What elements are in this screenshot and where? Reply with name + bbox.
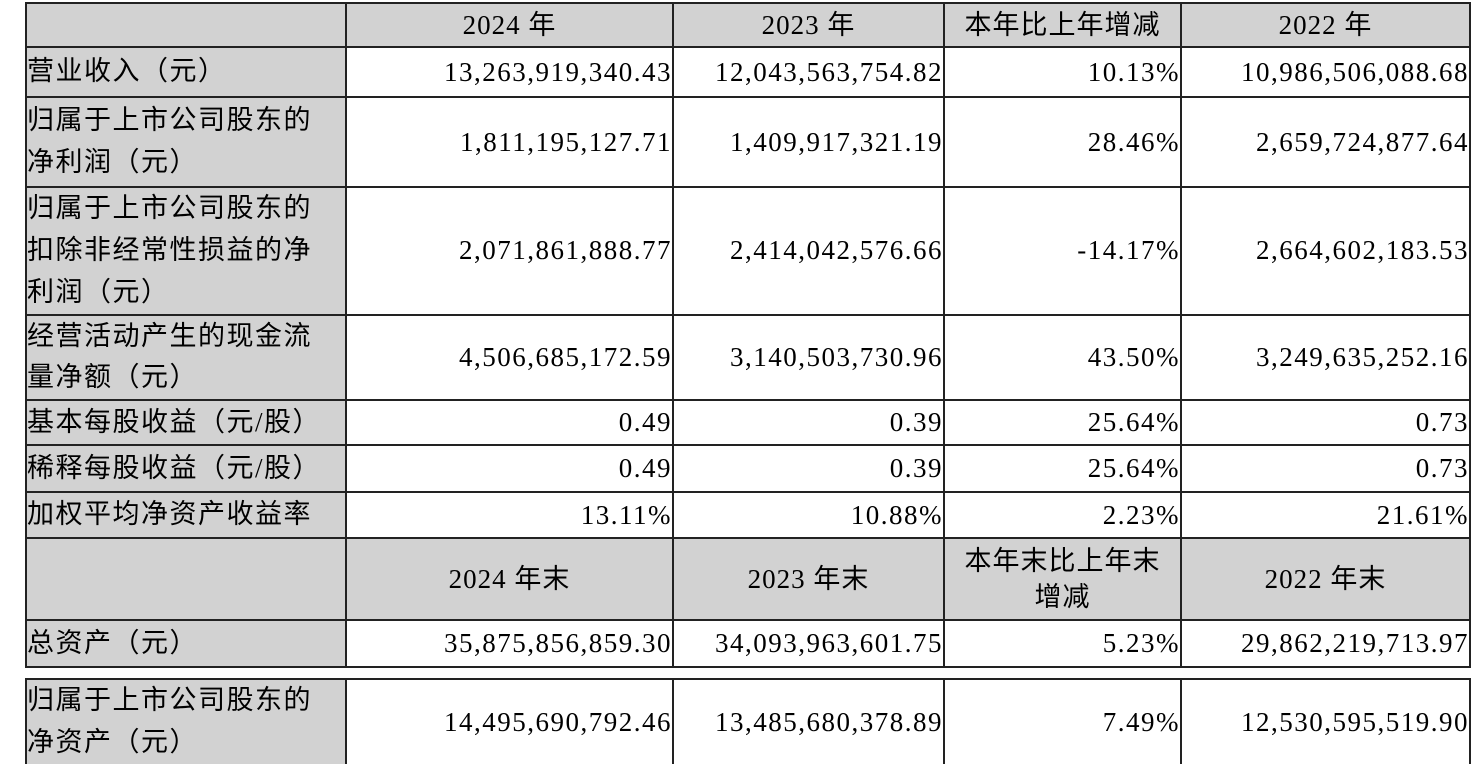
value-2022: 0.73 xyxy=(1180,444,1471,494)
header-blank-cell xyxy=(25,537,347,622)
value-2022: 21.61% xyxy=(1180,491,1471,540)
main-indicators-table: 2024 年 2023 年 本年比上年增减 2022 年 营业收入（元） 13,… xyxy=(25,2,1471,669)
value-2022: 3,249,635,252.16 xyxy=(1180,313,1471,402)
row-label: 加权平均净资产收益率 xyxy=(25,491,347,540)
value-2022: 12,530,595,519.90 xyxy=(1180,678,1471,764)
row-label: 营业收入（元） xyxy=(25,46,347,98)
value-2024: 1,811,195,127.71 xyxy=(345,96,674,188)
table-row-operating-cash-flow: 经营活动产生的现金流 量净额（元） 4,506,685,172.59 3,140… xyxy=(25,313,1471,402)
value-2024: 14,495,690,792.46 xyxy=(345,678,674,764)
table-row-revenue: 营业收入（元） 13,263,919,340.43 12,043,563,754… xyxy=(25,46,1471,98)
row-label: 归属于上市公司股东的 净资产（元） xyxy=(25,678,347,764)
header-2022-year-end: 2022 年末 xyxy=(1180,537,1471,622)
table-row-basic-eps: 基本每股收益（元/股） 0.49 0.39 25.64% 0.73 xyxy=(25,399,1471,447)
header-row-year-end: 2024 年末 2023 年末 本年末比上年末 增减 2022 年末 xyxy=(25,537,1471,622)
value-2022: 2,664,602,183.53 xyxy=(1180,186,1471,316)
value-change: 7.49% xyxy=(943,678,1182,764)
header-2023: 2023 年 xyxy=(672,2,945,48)
value-change: 25.64% xyxy=(943,444,1182,494)
value-2023: 2,414,042,576.66 xyxy=(672,186,945,316)
value-2023: 0.39 xyxy=(672,444,945,494)
value-2023: 13,485,680,378.89 xyxy=(672,678,945,764)
value-2024: 2,071,861,888.77 xyxy=(345,186,674,316)
row-label: 归属于上市公司股东的 扣除非经常性损益的净 利润（元） xyxy=(25,186,347,316)
value-change: 2.23% xyxy=(943,491,1182,540)
row-label: 稀释每股收益（元/股） xyxy=(25,444,347,494)
value-2022: 0.73 xyxy=(1180,399,1471,447)
value-2024: 0.49 xyxy=(345,399,674,447)
value-2022: 2,659,724,877.64 xyxy=(1180,96,1471,188)
section-gap xyxy=(25,668,1469,678)
header-yoy-change: 本年比上年增减 xyxy=(943,2,1182,48)
value-2023: 12,043,563,754.82 xyxy=(672,46,945,98)
table-row-total-assets: 总资产（元） 35,875,856,859.30 34,093,963,601.… xyxy=(25,619,1471,669)
value-change: 28.46% xyxy=(943,96,1182,188)
value-2024: 4,506,685,172.59 xyxy=(345,313,674,402)
value-change: -14.17% xyxy=(943,186,1182,316)
table-row-weighted-avg-roe: 加权平均净资产收益率 13.11% 10.88% 2.23% 21.61% xyxy=(25,491,1471,540)
value-2024: 13,263,919,340.43 xyxy=(345,46,674,98)
value-2023: 1,409,917,321.19 xyxy=(672,96,945,188)
header-2022: 2022 年 xyxy=(1180,2,1471,48)
row-label: 经营活动产生的现金流 量净额（元） xyxy=(25,313,347,402)
value-2022: 10,986,506,088.68 xyxy=(1180,46,1471,98)
value-2023: 3,140,503,730.96 xyxy=(672,313,945,402)
row-label: 归属于上市公司股东的 净利润（元） xyxy=(25,96,347,188)
table-row-net-assets: 归属于上市公司股东的 净资产（元） 14,495,690,792.46 13,4… xyxy=(25,678,1471,764)
value-2023: 0.39 xyxy=(672,399,945,447)
header-blank-cell xyxy=(25,2,347,48)
value-change: 10.13% xyxy=(943,46,1182,98)
value-2024: 13.11% xyxy=(345,491,674,540)
value-2022: 29,862,219,713.97 xyxy=(1180,619,1471,669)
value-change: 25.64% xyxy=(943,399,1182,447)
table-row-diluted-eps: 稀释每股收益（元/股） 0.49 0.39 25.64% 0.73 xyxy=(25,444,1471,494)
value-2024: 35,875,856,859.30 xyxy=(345,619,674,669)
value-2023: 34,093,963,601.75 xyxy=(672,619,945,669)
key-financial-indicators-table: 2024 年 2023 年 本年比上年增减 2022 年 营业收入（元） 13,… xyxy=(25,2,1471,764)
table-row-net-profit-excl-nonrecurring: 归属于上市公司股东的 扣除非经常性损益的净 利润（元） 2,071,861,88… xyxy=(25,186,1471,316)
header-year-end-change: 本年末比上年末 增减 xyxy=(943,537,1182,622)
table-row-net-profit: 归属于上市公司股东的 净利润（元） 1,811,195,127.71 1,409… xyxy=(25,96,1471,188)
value-change: 5.23% xyxy=(943,619,1182,669)
header-2024-year-end: 2024 年末 xyxy=(345,537,674,622)
value-2023: 10.88% xyxy=(672,491,945,540)
header-2023-year-end: 2023 年末 xyxy=(672,537,945,622)
value-change: 43.50% xyxy=(943,313,1182,402)
header-row-annual: 2024 年 2023 年 本年比上年增减 2022 年 xyxy=(25,2,1471,48)
row-label: 基本每股收益（元/股） xyxy=(25,399,347,447)
row-label: 总资产（元） xyxy=(25,619,347,669)
value-2024: 0.49 xyxy=(345,444,674,494)
header-2024: 2024 年 xyxy=(345,2,674,48)
net-assets-table: 归属于上市公司股东的 净资产（元） 14,495,690,792.46 13,4… xyxy=(25,678,1471,764)
